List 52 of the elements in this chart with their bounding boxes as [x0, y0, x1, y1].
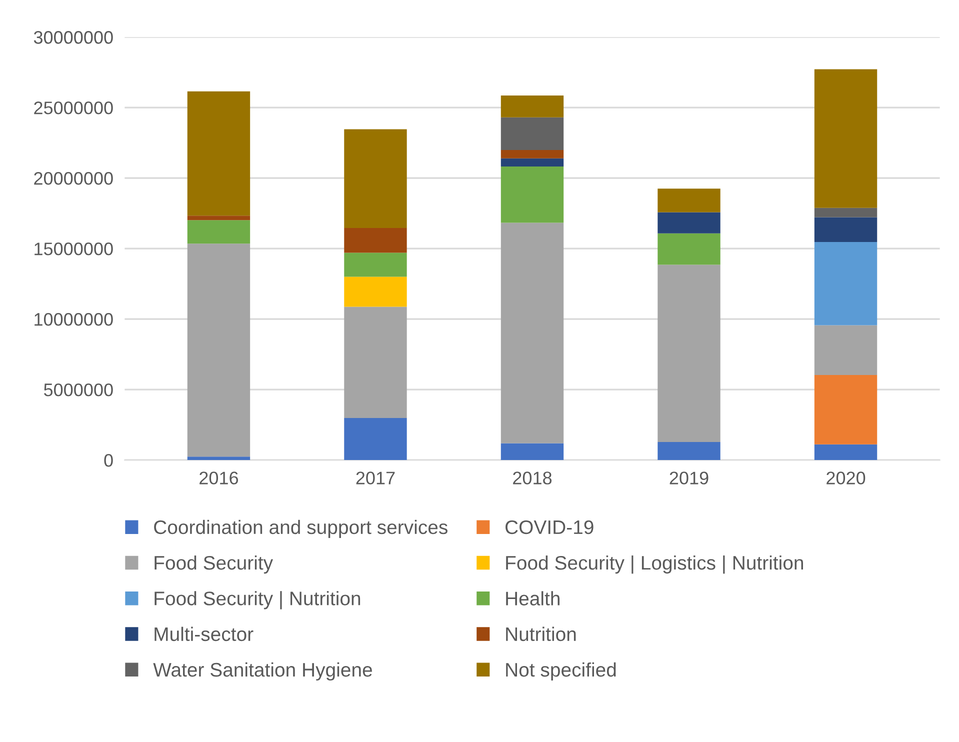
bar — [500, 222, 564, 444]
bar — [500, 117, 564, 150]
legend-label: Health — [506, 591, 560, 606]
bar — [187, 220, 250, 244]
y-tick-label: 5000000 — [44, 383, 113, 396]
x-tick-label: 2019 — [670, 472, 708, 484]
legend-label: Not specified — [506, 662, 616, 681]
bar — [500, 158, 564, 167]
x-tick-label: 2020 — [826, 472, 866, 484]
x-tick-label: 2016 — [200, 472, 238, 484]
bar — [814, 217, 878, 242]
legend-label: Multi-sector — [154, 626, 254, 642]
bar — [814, 69, 878, 208]
bar — [187, 216, 250, 220]
legend-label: COVID-19 — [506, 520, 594, 534]
bar — [187, 91, 250, 216]
bar — [344, 129, 407, 228]
bar — [344, 276, 407, 307]
bar — [500, 150, 564, 158]
bar — [658, 442, 720, 460]
bar — [187, 456, 250, 460]
y-tick-label: 15000000 — [34, 242, 113, 256]
legend-label: Water Sanitation Hygiene — [153, 662, 372, 681]
legend-label: Coordination and support services — [154, 520, 448, 538]
bar — [500, 443, 564, 460]
bar — [814, 444, 878, 460]
legend-label: Food Security — [154, 555, 274, 574]
y-tick-label: 25000000 — [34, 102, 113, 114]
bar — [187, 244, 250, 457]
x-tick-label: 2017 — [356, 472, 395, 484]
y-tick-label: 30000000 — [34, 31, 113, 44]
legend-label: Food Security | Logistics | Nutrition — [506, 555, 803, 574]
y-tick-label: 20000000 — [34, 172, 113, 185]
bar — [814, 208, 878, 218]
bar — [500, 95, 564, 118]
bar — [344, 252, 407, 277]
y-tick-label: 0 — [104, 454, 113, 467]
bar — [658, 264, 720, 442]
bar — [344, 228, 407, 253]
bar — [658, 233, 720, 265]
bar — [344, 418, 407, 460]
bar — [814, 375, 878, 444]
bar — [500, 166, 564, 223]
bar — [344, 306, 407, 418]
x-tick-label: 2018 — [513, 472, 552, 484]
y-tick-label: 10000000 — [34, 312, 113, 326]
legend-label: Food Security | Nutrition — [154, 591, 360, 610]
bar — [658, 212, 720, 234]
bar — [658, 188, 720, 212]
bar — [814, 325, 878, 376]
legend-label: Nutrition — [506, 626, 576, 642]
bar — [814, 242, 878, 326]
